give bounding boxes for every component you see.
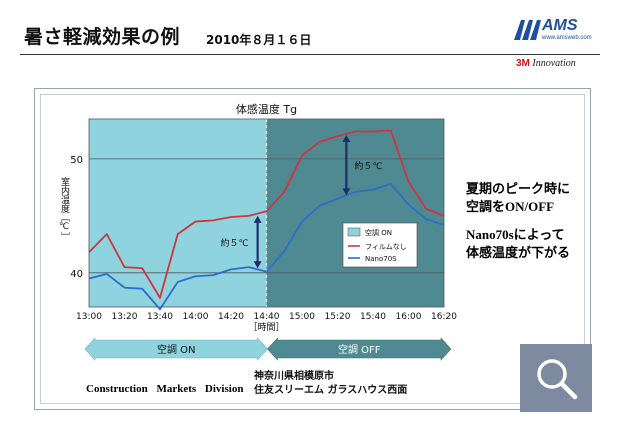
page-title: 暑さ軽減効果の例 <box>24 26 181 48</box>
side-note-line2: 空調をON/OFF <box>466 199 555 214</box>
x-tick-label-1: 13:20 <box>112 312 138 322</box>
x-tick-label-7: 15:20 <box>325 312 351 322</box>
location-line1: 神奈川県相模原市 <box>254 371 334 382</box>
x-tick-label-6: 15:00 <box>289 312 315 322</box>
header-divider <box>20 54 600 55</box>
innovation-text: Innovation <box>532 58 576 69</box>
3m-logo-text: 3M <box>516 58 530 69</box>
3m-innovation-logo: 3M Innovation <box>516 58 576 69</box>
diff-arrow-head-top-0 <box>253 215 262 223</box>
chart-panel-inner-border <box>40 94 585 404</box>
x-tick-label-4: 14:20 <box>218 312 244 322</box>
annotation-diff-1: 約５℃ <box>221 237 249 249</box>
search-button[interactable] <box>520 344 592 412</box>
chart-region-off <box>266 119 444 307</box>
diff-arrow-head-top-1 <box>342 134 351 142</box>
side-note-line1: 夏期のピーク時に <box>466 181 571 196</box>
x-tick-label-2: 13:40 <box>147 312 173 322</box>
legend-label-region: 空調 ON <box>365 228 392 237</box>
legend-label-series-1: Nano70S <box>365 255 397 263</box>
ams-logo: AMS www.amsweb.com <box>512 16 598 48</box>
x-tick-label-0: 13:00 <box>76 312 102 322</box>
x-tick-label-10: 16:20 <box>431 312 457 322</box>
annotation-diff-2: 約５℃ <box>354 160 382 172</box>
page-date: 2010年８月１６日 <box>206 33 312 47</box>
y-tick-label-40: 40 <box>70 269 83 280</box>
x-axis-label: ［時間］ <box>248 322 284 333</box>
y-tick-label-50: 50 <box>70 155 83 166</box>
chart-region-on <box>89 119 267 307</box>
chart-title: 体感温度 Tg <box>236 102 297 116</box>
diff-arrow-head-bottom-1 <box>342 188 351 196</box>
ams-logo-mark <box>514 20 541 40</box>
ams-logo-url: www.amsweb.com <box>542 35 592 41</box>
search-icon <box>537 359 578 400</box>
x-tick-label-3: 14:00 <box>183 312 209 322</box>
plot-frame <box>88 118 445 308</box>
region-arrow-off-label: 空調 OFF <box>338 343 381 356</box>
side-note-line4: 体感温度が下がる <box>466 245 571 260</box>
region-arrow-off <box>267 337 452 361</box>
series-line-1 <box>88 183 445 311</box>
series-line-0 <box>88 129 445 299</box>
x-tick-label-9: 16:00 <box>396 312 422 322</box>
region-arrow-on-label: 空調 ON <box>157 343 196 356</box>
diff-arrow-head-bottom-0 <box>253 261 262 269</box>
x-tick-label-5: 14:40 <box>254 312 280 322</box>
division-label: Construction Markets Division <box>86 383 244 395</box>
location-label: 神奈川県相模原市 住友スリーエム ガラスハウス西面 <box>254 370 407 398</box>
side-note-line3: Nano70sによって <box>466 227 565 242</box>
ams-logo-text: AMS <box>542 17 578 34</box>
legend-label-series-0: フィルムなし <box>365 243 407 251</box>
legend-swatch-region <box>347 227 361 237</box>
y-axis-label: 室内温度［℃］ <box>59 176 70 241</box>
x-tick-label-8: 15:40 <box>360 312 386 322</box>
location-line2: 住友スリーエム ガラスハウス西面 <box>254 385 408 396</box>
